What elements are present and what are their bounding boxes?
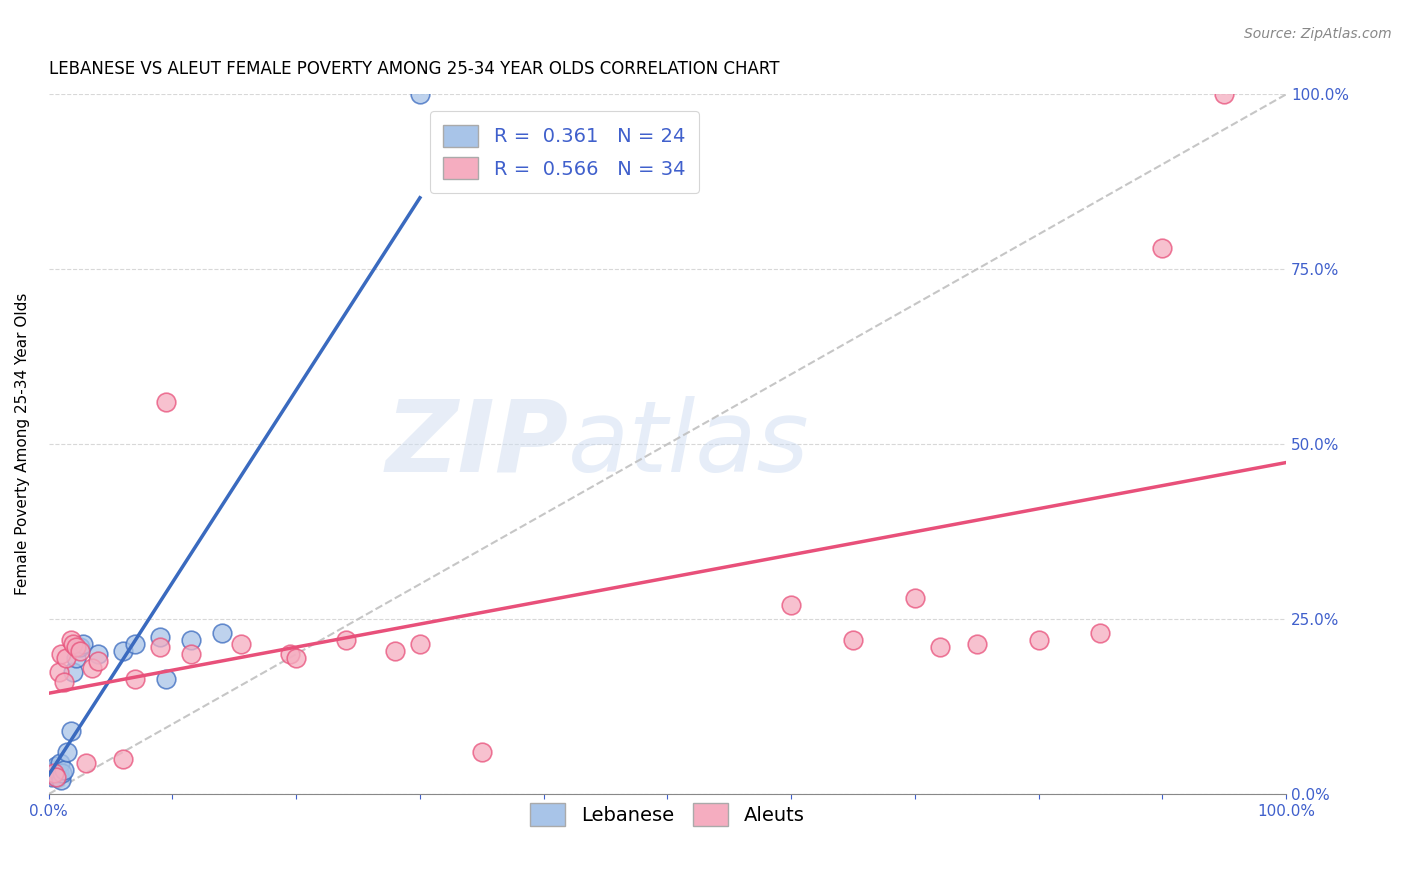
Point <box>49 647 72 661</box>
Point <box>45 770 67 784</box>
Point <box>124 637 146 651</box>
Point <box>62 665 84 679</box>
Point <box>1152 241 1174 255</box>
Text: atlas: atlas <box>568 396 810 492</box>
Point <box>52 675 75 690</box>
Point <box>60 724 83 739</box>
Point <box>211 626 233 640</box>
Point <box>278 647 301 661</box>
Point <box>471 745 494 759</box>
Text: LEBANESE VS ALEUT FEMALE POVERTY AMONG 25-34 YEAR OLDS CORRELATION CHART: LEBANESE VS ALEUT FEMALE POVERTY AMONG 2… <box>49 60 779 78</box>
Point <box>51 766 73 780</box>
Point <box>62 637 84 651</box>
Point <box>966 637 988 651</box>
Point <box>1090 626 1112 640</box>
Point <box>155 672 177 686</box>
Point <box>124 672 146 686</box>
Point <box>48 665 70 679</box>
Y-axis label: Female Poverty Among 25-34 Year Olds: Female Poverty Among 25-34 Year Olds <box>15 293 30 596</box>
Point <box>149 640 172 654</box>
Point <box>87 647 110 661</box>
Text: Source: ZipAtlas.com: Source: ZipAtlas.com <box>1244 27 1392 41</box>
Point <box>155 395 177 409</box>
Point <box>46 770 69 784</box>
Point <box>49 772 72 787</box>
Point <box>229 637 252 651</box>
Point <box>42 766 65 780</box>
Point <box>335 633 357 648</box>
Point <box>111 643 134 657</box>
Point <box>69 643 91 657</box>
Point <box>48 766 70 780</box>
Point <box>111 752 134 766</box>
Point <box>87 654 110 668</box>
Point <box>842 633 865 648</box>
Point <box>42 766 65 780</box>
Point <box>149 630 172 644</box>
Point <box>904 591 927 606</box>
Point <box>80 661 103 675</box>
Point <box>409 87 432 102</box>
Point <box>1028 633 1050 648</box>
Point <box>52 763 75 777</box>
Point <box>409 637 432 651</box>
Point <box>65 650 87 665</box>
Point <box>45 759 67 773</box>
Point <box>60 633 83 648</box>
Point <box>75 756 97 770</box>
Point <box>69 640 91 654</box>
Point <box>384 643 406 657</box>
Point <box>780 598 803 612</box>
Point <box>72 637 94 651</box>
Point <box>49 756 72 770</box>
Text: ZIP: ZIP <box>385 396 568 492</box>
Point <box>41 770 63 784</box>
Point <box>65 640 87 654</box>
Point <box>1213 87 1236 102</box>
Point <box>44 763 66 777</box>
Point <box>56 745 79 759</box>
Legend: Lebanese, Aleuts: Lebanese, Aleuts <box>522 796 813 833</box>
Point <box>55 650 77 665</box>
Point <box>285 650 308 665</box>
Point <box>180 647 202 661</box>
Point <box>180 633 202 648</box>
Point <box>928 640 950 654</box>
